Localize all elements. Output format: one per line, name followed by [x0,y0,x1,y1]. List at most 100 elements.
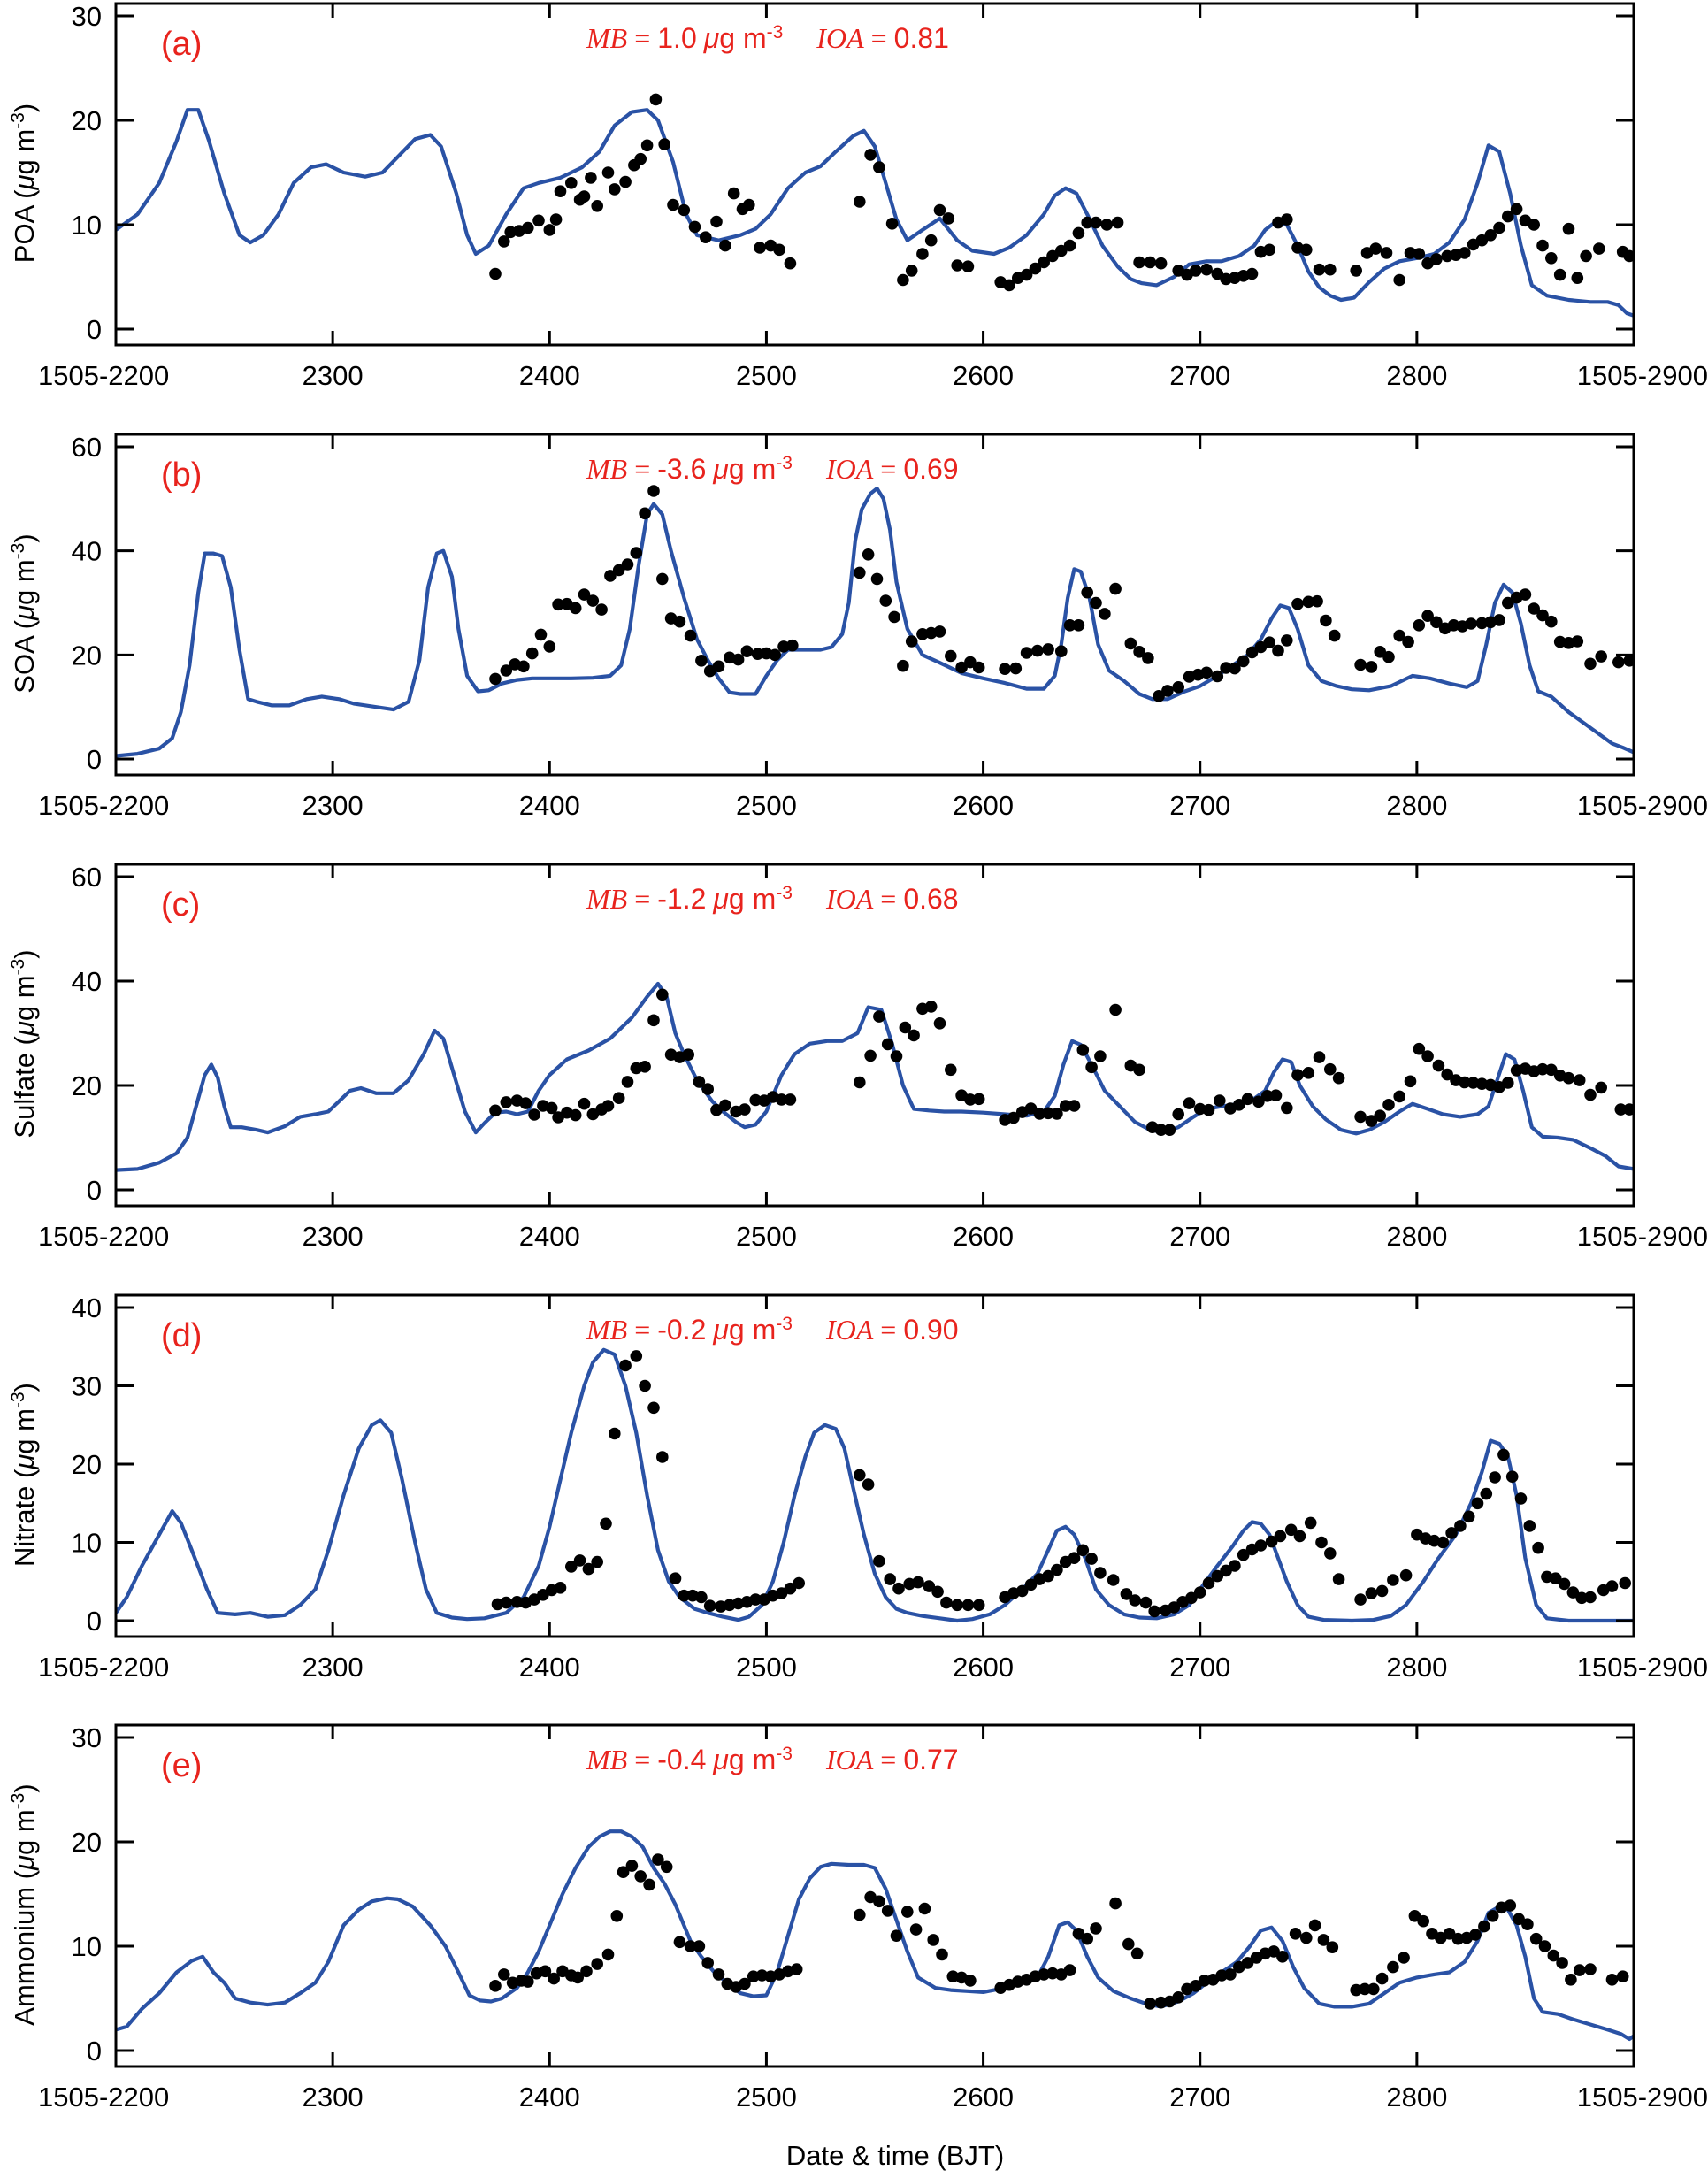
observation-point [962,1599,975,1612]
observation-point [1329,630,1341,642]
observation-point [578,190,591,203]
y-tick-label: 10 [72,1528,102,1559]
observation-point [1183,1097,1196,1109]
observation-point [882,1905,894,1917]
observation-point [934,204,946,217]
mb-unit-exp: -3 [776,1314,793,1334]
observation-point [854,1909,866,1921]
y-tick-label: 30 [72,1371,102,1402]
observation-point [704,1599,716,1612]
observation-point [1081,1933,1093,1945]
x-tick-label: 2400 [519,2082,580,2113]
observation-point [520,1097,532,1109]
observation-point [741,645,754,657]
observation-point [925,1001,938,1013]
observation-point [1148,1606,1160,1618]
observation-point [1574,1964,1586,1976]
observation-point [1081,587,1093,599]
observation-point [728,188,740,200]
observation-point [1584,1089,1597,1101]
observation-point [1203,1104,1215,1116]
observation-point [1131,1948,1144,1960]
x-tick-label: 1505-2900 [1577,360,1708,391]
y-tick-label: 0 [87,314,102,345]
observation-point [695,1591,708,1604]
observation-point [489,268,502,280]
observation-point [999,663,1011,675]
y-tick-label: 10 [72,1931,102,1962]
ioa-equals: = [873,883,903,915]
observation-point [1459,247,1471,259]
observation-point [1064,1964,1076,1976]
y-axis-title-exp: -3 [8,112,28,129]
observation-point [1584,658,1597,671]
x-tick-label: 2800 [1386,790,1447,821]
ioa-value: 0.81 [894,22,949,54]
mb-unit-mu: μ [703,22,720,54]
observation-point [1303,1067,1315,1079]
plot-frame [116,434,1634,775]
mb-label: MB [586,1744,627,1775]
y-axis-title-mu: μ [9,174,40,190]
observation-point [1398,1952,1410,1964]
observation-point [643,1879,655,1891]
observation-point [600,1518,612,1530]
observation-point [1402,636,1414,648]
observation-point [1584,1963,1597,1975]
observation-point [489,1980,502,1992]
observation-point [658,138,670,150]
mb-equals: = [627,22,657,54]
x-tick-label: 1505-2200 [38,2082,169,2113]
y-tick-label: 20 [72,1449,102,1480]
x-tick-label: 1505-2200 [38,790,169,821]
observation-point [882,1039,894,1051]
observation-point [1101,219,1114,231]
observation-point [864,1050,877,1062]
observation-point [931,1586,944,1599]
observation-point [535,629,548,641]
observation-point [873,1010,885,1023]
observation-point [1164,1124,1176,1136]
y-tick-label: 60 [72,432,102,463]
observation-point [602,1949,615,1961]
observation-point [1194,1586,1206,1599]
observation-point [1417,1915,1429,1928]
observation-point [934,1017,946,1030]
observation-point [906,265,918,277]
mb-value: 1.0 [657,22,696,54]
observation-point [927,1934,939,1946]
x-tick-label: 2800 [1386,2082,1447,2113]
observation-point [1200,667,1213,679]
observation-point [700,231,712,243]
observation-point [873,161,885,173]
observation-point [656,573,669,586]
y-axis-title-exp: -3 [8,1793,28,1810]
observation-point [1437,1537,1450,1549]
observation-point [891,1929,903,1942]
model-line [116,488,1634,755]
mb-unit-exp: -3 [776,453,793,473]
observation-point [945,650,957,663]
x-tick-label: 2700 [1169,790,1230,821]
ioa-label: IOA [825,883,874,915]
plot-frame [116,1295,1634,1637]
observation-point [1515,1492,1528,1505]
y-axis-title: Nitrate (μg m-3) [8,1383,41,1567]
y-axis-title-unit: g m [9,1809,40,1855]
observation-point [1172,681,1184,694]
y-tick-label: 10 [72,210,102,241]
observation-point [693,1940,706,1952]
observation-point [517,661,530,673]
observation-point [940,1597,953,1609]
observation-point [1511,203,1523,216]
y-axis-title-close: ) [9,104,40,112]
observation-point [639,1380,651,1392]
y-axis-title-close: ) [9,1383,40,1392]
x-tick-label: 1505-2900 [1577,1652,1708,1683]
x-tick-label: 2500 [736,1221,797,1252]
observation-point [710,216,723,228]
observation-point [786,640,799,652]
